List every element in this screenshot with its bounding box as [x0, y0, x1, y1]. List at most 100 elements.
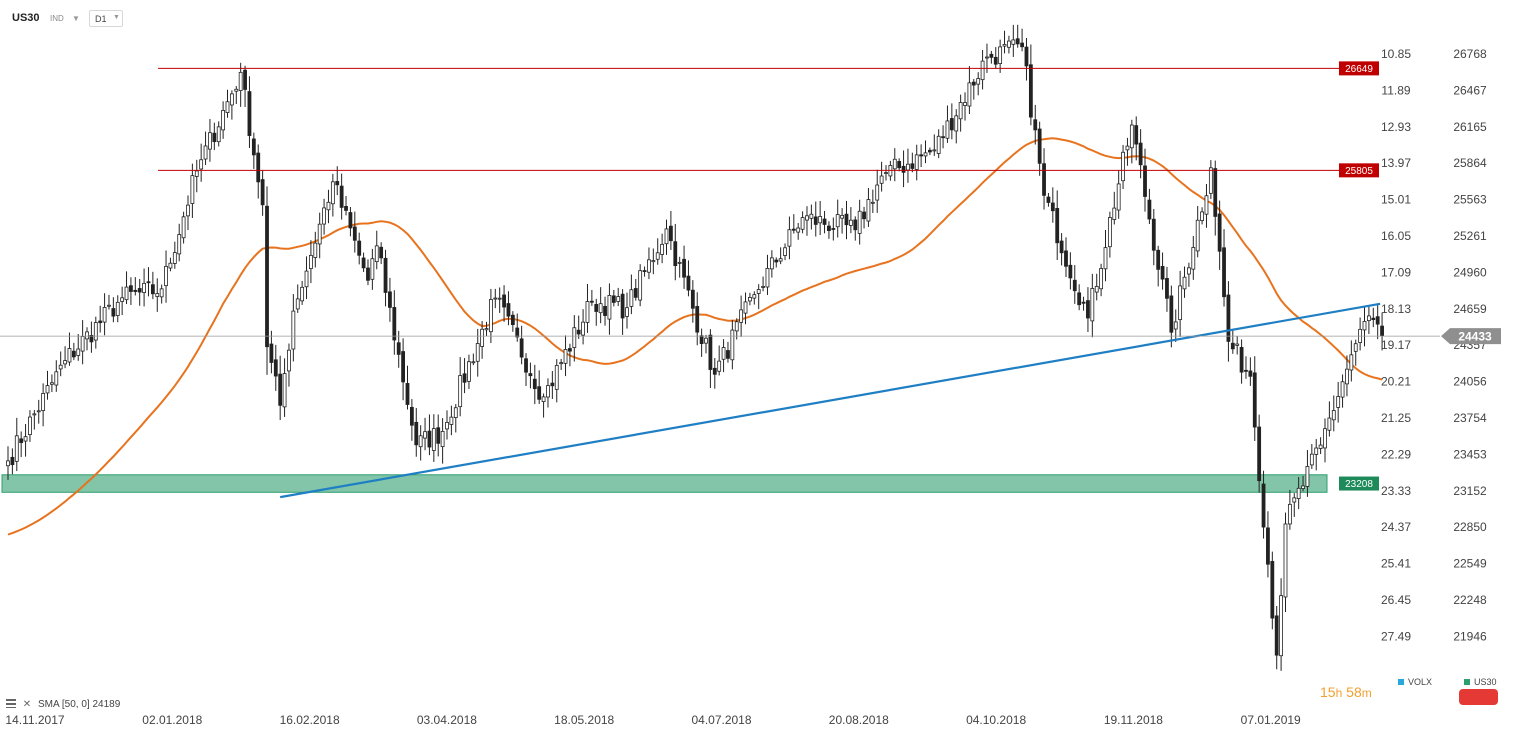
y-price-tick: 22850	[1453, 520, 1487, 534]
candle-body	[660, 243, 665, 255]
y-secondary-tick: 23.33	[1381, 484, 1411, 498]
candle-body	[238, 71, 243, 91]
candle-body	[339, 185, 344, 208]
sma-layer	[7, 137, 1383, 536]
chevron-down-icon[interactable]: ▼	[72, 14, 80, 23]
candle-body	[304, 270, 309, 288]
candle-body	[655, 252, 660, 260]
candle-body	[954, 115, 959, 132]
candle-body	[14, 435, 19, 462]
candle-body	[1182, 276, 1187, 290]
candle-body	[85, 331, 89, 340]
candle-body	[1138, 142, 1143, 166]
action-button[interactable]	[1459, 689, 1498, 705]
candle-body	[291, 310, 296, 350]
countdown-minutes: 58	[1346, 684, 1362, 700]
candle-body	[629, 289, 634, 307]
countdown-h-unit: h	[1335, 686, 1343, 700]
candle-body	[848, 219, 853, 226]
candle-body	[1112, 207, 1117, 220]
x-tick-label: 19.11.2018	[1104, 713, 1163, 727]
candle-body	[1353, 343, 1358, 352]
candle-body	[1336, 396, 1341, 408]
candle-body	[278, 373, 283, 406]
y-secondary-tick: 25.41	[1381, 557, 1411, 571]
candle-body	[1301, 485, 1305, 489]
candle-body	[63, 360, 67, 365]
candle-body	[603, 305, 607, 316]
candle-body	[642, 270, 647, 272]
candle-body	[313, 242, 318, 258]
volx-swatch	[1398, 679, 1404, 685]
candle-body	[172, 252, 177, 264]
candle-body	[344, 206, 348, 211]
trendline-layer	[279, 302, 1381, 499]
candle-body	[506, 303, 511, 317]
level-label: 25805	[1345, 166, 1373, 177]
candle-body	[840, 214, 844, 219]
candle-body	[392, 307, 397, 341]
candle-body	[1116, 183, 1121, 211]
candle-body	[625, 307, 629, 317]
candle-body	[1064, 250, 1068, 267]
candle-body	[493, 297, 498, 300]
timeframe-select[interactable]: D1 ▼	[89, 10, 123, 27]
candle-body	[743, 301, 748, 314]
candle-body	[155, 293, 160, 297]
candle-body	[726, 350, 730, 359]
candle-body	[488, 299, 493, 333]
candle-body	[765, 268, 770, 288]
candle-body	[212, 132, 217, 143]
symbol-label[interactable]: US30	[12, 12, 40, 24]
candle-body	[449, 416, 454, 425]
candle-body	[664, 228, 669, 245]
candle-body	[510, 314, 515, 326]
candle-body	[923, 152, 928, 157]
candle-body	[1327, 417, 1332, 431]
close-icon[interactable]: ✕	[22, 699, 32, 710]
candle-body	[1244, 369, 1248, 372]
y-price-tick: 25563	[1453, 193, 1487, 207]
candle-body	[348, 212, 353, 229]
candle-body	[989, 53, 994, 58]
candle-body	[427, 430, 432, 448]
candle-body	[352, 226, 357, 241]
y-secondary-tick: 17.09	[1381, 265, 1411, 279]
timeframe-value: D1	[95, 14, 107, 24]
x-tick-label: 14.11.2017	[5, 713, 64, 727]
candle-body	[633, 288, 638, 298]
candle-body	[269, 343, 274, 363]
candle-body	[1147, 199, 1152, 220]
candle-body	[1274, 615, 1279, 656]
candle-body	[330, 181, 335, 205]
y-secondary-tick: 10.85	[1381, 47, 1411, 61]
candle-body	[1042, 163, 1046, 196]
legend-item-volx[interactable]: VOLX	[1398, 677, 1432, 687]
candle-body	[251, 138, 256, 156]
candle-body	[6, 460, 10, 467]
candle-body	[870, 201, 875, 204]
y-price-tick: 25261	[1453, 229, 1487, 243]
candle-body	[208, 132, 212, 150]
candle-body	[1094, 286, 1099, 293]
candle-body	[1037, 128, 1042, 164]
candle-body	[730, 329, 735, 361]
candle-body	[532, 378, 537, 390]
chevron-down-icon: ▼	[113, 14, 120, 21]
candle-body	[831, 228, 836, 230]
candle-countdown: 15h 58m	[1320, 684, 1372, 700]
candle-body	[10, 456, 15, 466]
candle-body	[1305, 466, 1310, 487]
candle-body	[1169, 295, 1174, 333]
candle-body	[875, 184, 880, 201]
candle-body	[221, 110, 226, 131]
candle-body	[1107, 217, 1112, 248]
candle-body	[265, 205, 269, 348]
candle-body	[142, 282, 146, 293]
legend-item-us30[interactable]: US30	[1464, 677, 1497, 687]
candle-body	[1349, 354, 1354, 371]
current-price-label: 24433	[1458, 330, 1492, 344]
candle-body	[936, 135, 941, 154]
candle-body	[1217, 213, 1222, 252]
